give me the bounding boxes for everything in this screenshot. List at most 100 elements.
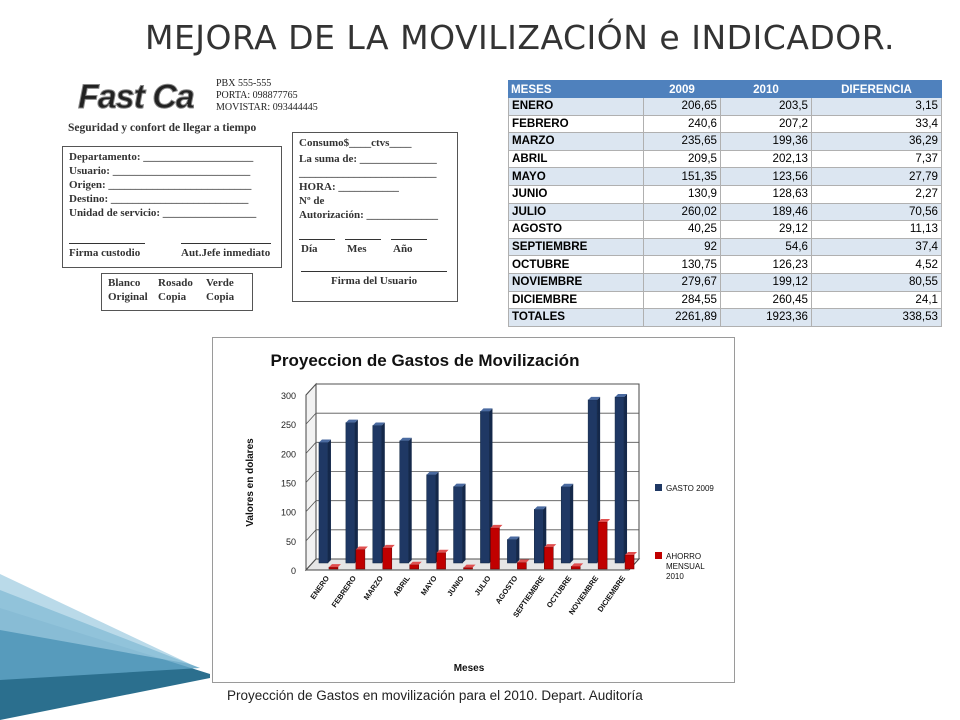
y-tick-label: 300 <box>281 391 296 401</box>
bar-ahorro-2010-top <box>490 524 503 528</box>
date-line-1 <box>299 239 335 240</box>
copy-blanco: Blanco <box>108 277 141 289</box>
contact-porta: PORTA: 098877765 <box>216 90 298 101</box>
x-tick-label: OCTUBRE <box>545 574 574 610</box>
bar-gasto-2009 <box>318 442 329 564</box>
field-numero: Nº de <box>299 195 325 207</box>
legend-label-line: AHORRO <box>666 552 701 561</box>
copy-copia-1: Copia <box>158 291 187 303</box>
bar-gasto-2009-side <box>462 483 466 563</box>
x-tick-label: MAYO <box>419 574 439 597</box>
bar-ahorro-2010 <box>570 566 581 570</box>
y-axis-title: Valores en dolares <box>245 438 256 527</box>
form-right-box: Consumo$____ctvs____ La suma de: _______… <box>292 132 458 302</box>
fast-car-logo: Fast Car <box>78 78 195 114</box>
value-cell: 338,53 <box>811 308 942 327</box>
legend-swatch-gasto <box>655 484 662 491</box>
chart-panel: Proyeccion de Gastos de Movilización 0 50 1… <box>212 337 735 683</box>
y-tick-label: 150 <box>281 479 296 489</box>
x-tick-label: ABRIL <box>391 574 412 598</box>
table-row: ENERO 206,65 203,5 3,15 <box>508 97 942 116</box>
value-cell: 151,35 <box>643 167 721 186</box>
value-cell: 235,65 <box>643 132 721 151</box>
bar-gasto-2009-top <box>588 396 601 400</box>
bar-gasto-2009 <box>507 539 517 564</box>
month-cell: MAYO <box>508 167 644 186</box>
bar-gasto-2009 <box>453 486 463 564</box>
month-cell: JUNIO <box>508 184 644 204</box>
legend-swatch-ahorro <box>655 552 662 559</box>
bar-gasto-2009-side <box>489 408 493 563</box>
legend-label-gasto: GASTO 2009 <box>666 484 714 493</box>
value-cell: 27,79 <box>811 167 942 186</box>
x-tick-label: DICIEMBRE <box>596 574 628 614</box>
bar-gasto-2009-top <box>318 439 331 443</box>
signature-jefe: Aut.Jefe inmediato <box>181 247 271 259</box>
signature-custodio: Firma custodio <box>69 247 141 259</box>
form-left-box: Departamento: ____________________ Usuar… <box>62 146 282 268</box>
bar-gasto-2009 <box>614 396 625 564</box>
value-cell: 130,75 <box>643 255 721 274</box>
field-origen: Origen: __________________________ <box>69 179 252 191</box>
y-tick-label: 50 <box>286 537 296 547</box>
voucher-form-image: Fast Car PBX 555-555 PORTA: 098877765 MO… <box>58 70 462 320</box>
value-cell: 80,55 <box>811 272 942 292</box>
bar-gasto-2009-side <box>435 471 439 563</box>
contact-numbers: PBX 555-555 PORTA: 098877765 MOVISTAR: 0… <box>216 78 318 114</box>
table-row: JULIO 260,02 189,46 70,56 <box>508 202 942 222</box>
value-cell: 3,15 <box>811 97 942 116</box>
legend-label-ahorro: AHORRO MENSUAL 2010 <box>666 552 705 581</box>
bar-ahorro-2010-top <box>517 559 530 563</box>
bar-ahorro-2010 <box>517 562 527 570</box>
x-tick-label: JULIO <box>473 574 493 597</box>
bar-gasto-2009-top <box>372 422 385 426</box>
bar-ahorro-2010-top <box>463 564 476 568</box>
value-cell: 199,12 <box>720 272 812 292</box>
field-mes: Mes <box>347 243 367 255</box>
header-meses: MESES <box>508 80 644 98</box>
table-row: NOVIEMBRE 279,67 199,12 80,55 <box>508 272 942 292</box>
bar-ahorro-2010 <box>328 566 339 570</box>
bar-ahorro-2010-top <box>328 564 341 568</box>
contact-pbx: PBX 555-555 <box>216 78 272 89</box>
field-dia: Día <box>301 243 318 255</box>
table-row: TOTALES 2261,89 1923,36 338,53 <box>508 308 942 327</box>
field-suma: La suma de: ______________ <box>299 153 437 165</box>
value-cell: 2261,89 <box>643 308 721 327</box>
field-usuario: Usuario: _________________________ <box>69 165 251 177</box>
month-cell: DICIEMBRE <box>508 290 644 310</box>
x-tick-label: JUNIO <box>445 574 466 598</box>
value-cell: 203,5 <box>720 97 812 116</box>
table-row: MAYO 151,35 123,56 27,79 <box>508 167 942 186</box>
x-axis-title: Meses <box>454 663 485 674</box>
bar-gasto-2009-side <box>408 437 412 563</box>
value-cell: 279,67 <box>643 272 721 292</box>
bar-gasto-2009-top <box>453 483 466 487</box>
legend-label-line: 2010 <box>666 572 684 581</box>
value-cell: 260,02 <box>643 202 721 222</box>
field-unidad: Unidad de servicio: _________________ <box>69 207 257 219</box>
value-cell: 123,56 <box>720 167 812 186</box>
bar-gasto-2009-top <box>561 483 574 487</box>
gridline <box>305 558 639 571</box>
gridline <box>305 441 639 454</box>
date-line-3 <box>391 239 427 240</box>
gridline <box>305 529 639 542</box>
expenses-table: MESES 2009 2010 DIFERENCIA ENERO 206,65 20… <box>508 80 942 327</box>
value-cell: 128,63 <box>720 184 812 204</box>
bar-ahorro-2010 <box>597 521 608 570</box>
copy-copia-2: Copia <box>206 291 235 303</box>
value-cell: 29,12 <box>720 220 812 239</box>
copy-rosado: Rosado <box>158 277 193 289</box>
y-tick-label: 100 <box>281 508 296 518</box>
field-hora: HORA: ___________ <box>299 181 399 193</box>
user-signature-line <box>301 271 447 272</box>
gridline <box>305 500 639 512</box>
bar-gasto-2009-side <box>327 439 331 563</box>
header-2009: 2009 <box>643 80 721 98</box>
field-anio: Año <box>393 243 413 255</box>
table-row: DICIEMBRE 284,55 260,45 24,1 <box>508 290 942 310</box>
value-cell: 11,13 <box>811 220 942 239</box>
value-cell: 260,45 <box>720 290 812 310</box>
month-cell: AGOSTO <box>508 220 644 239</box>
